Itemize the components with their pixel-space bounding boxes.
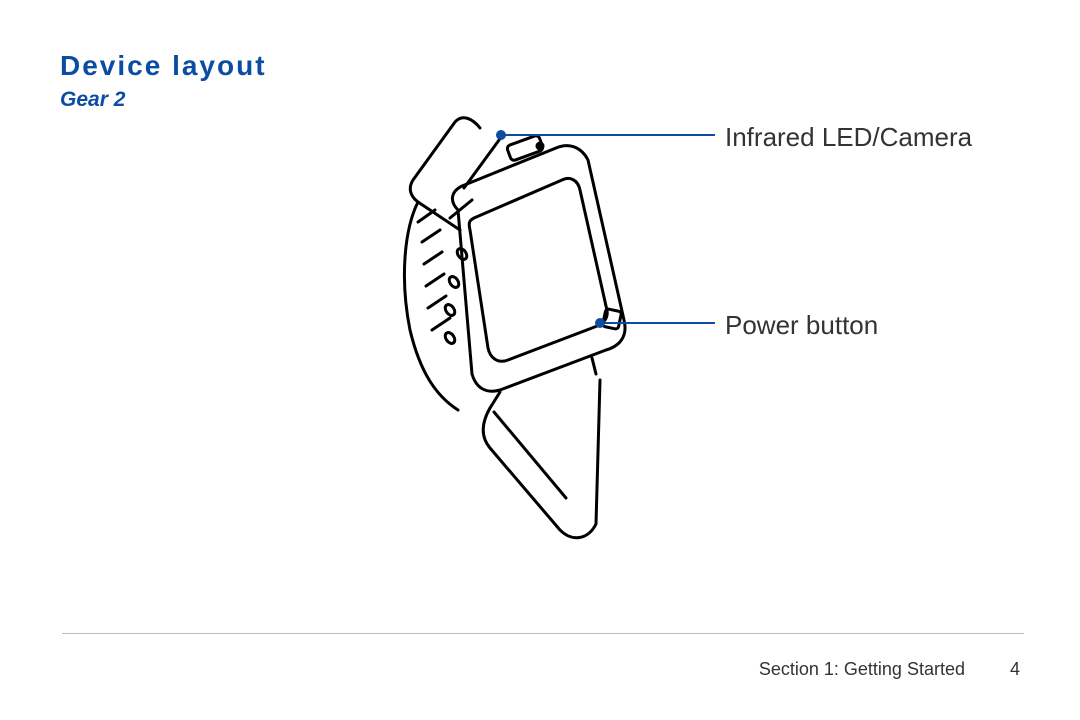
- footer-section-text: Section 1: Getting Started: [759, 659, 965, 679]
- label-power-button: Power button: [725, 310, 878, 341]
- footer-rule: [62, 633, 1024, 634]
- device-diagram: Infrared LED/Camera Power button: [320, 110, 1020, 560]
- label-ir-camera: Infrared LED/Camera: [725, 122, 972, 153]
- callout-dot-power-button: [595, 318, 605, 328]
- watch-illustration: [404, 118, 625, 538]
- page-subheading: Gear 2: [60, 88, 1020, 112]
- document-page: Device layout Gear 2: [0, 0, 1080, 720]
- page-footer: Section 1: Getting Started 4: [759, 659, 1020, 680]
- footer-page-number: 4: [970, 659, 1020, 680]
- device-diagram-svg: [320, 110, 1020, 560]
- callout-dot-ir-camera: [496, 130, 506, 140]
- page-heading: Device layout: [60, 50, 1020, 82]
